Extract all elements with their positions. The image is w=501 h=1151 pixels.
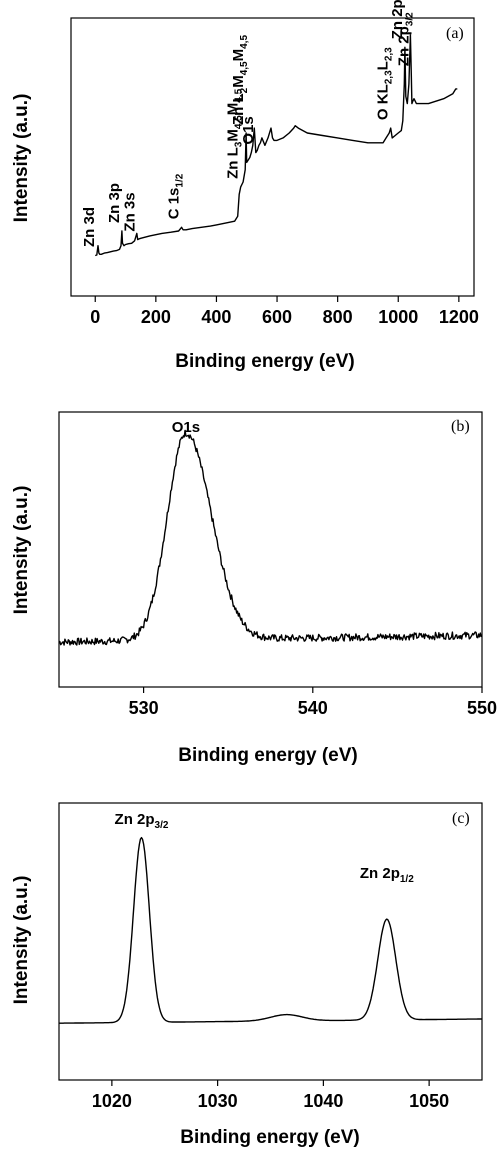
x-ticks-b: 530 540 550 xyxy=(129,687,497,718)
x-tick-label: 1030 xyxy=(198,1091,238,1111)
o1s-spectrum-line xyxy=(58,429,483,646)
peak-annotation: Zn 3d xyxy=(81,207,98,247)
peak-annotation: Zn 2p1/2 xyxy=(389,0,409,39)
x-tick-label: 550 xyxy=(467,698,497,718)
y-axis-label-b: Intensity (a.u.) xyxy=(11,486,32,615)
x-tick-label: 1040 xyxy=(303,1091,343,1111)
peak-annotation: Zn 2p3/2 xyxy=(395,12,415,66)
panel-a: (a) Intensity (a.u.) Binding energy (eV)… xyxy=(11,0,479,372)
x-axis-label-b: Binding energy (eV) xyxy=(178,745,357,766)
peak-annotation: Zn L2M4,5M4,5 xyxy=(230,35,250,125)
x-tick-label: 600 xyxy=(262,307,292,327)
x-axis-label-a: Binding energy (eV) xyxy=(175,351,354,372)
x-tick-label: 540 xyxy=(298,698,328,718)
x-tick-label: 530 xyxy=(129,698,159,718)
panel-c: (c) Intensity (a.u.) Binding energy (eV)… xyxy=(11,802,483,1148)
panel-label-b: (b) xyxy=(451,418,470,435)
peak-annotation: C 1s1/2 xyxy=(166,173,186,219)
peak-annotation: O KL2,3L2,3 xyxy=(375,47,395,120)
x-tick-label: 800 xyxy=(323,307,353,327)
x-tick-label: 400 xyxy=(201,307,231,327)
survey-spectrum-line xyxy=(94,34,458,257)
peak-annotations-c: Zn 2p3/2 Zn 2p1/2 xyxy=(115,811,415,885)
peak-annotation: Zn 3s xyxy=(122,192,139,231)
x-ticks-a: 0 200 400 600 800 1000 1200 xyxy=(90,296,479,327)
plot-frame-a xyxy=(70,17,475,297)
panel-b: (b) Intensity (a.u.) Binding energy (eV)… xyxy=(11,411,497,766)
peak-label-o1s: O1s xyxy=(172,419,200,436)
panel-label-a: (a) xyxy=(446,25,464,42)
x-tick-label: 0 xyxy=(90,307,100,327)
x-ticks-c: 1020 1030 1040 1050 xyxy=(92,1080,449,1111)
plot-frame-b xyxy=(58,411,483,688)
x-tick-label: 1000 xyxy=(378,307,418,327)
peak-annotation: Zn 3p xyxy=(106,183,123,223)
x-axis-label-c: Binding energy (eV) xyxy=(180,1127,359,1148)
y-axis-label-a: Intensity (a.u.) xyxy=(11,94,32,223)
peak-annotation: Zn L3M4,5M4,5 xyxy=(225,88,245,178)
panel-label-c: (c) xyxy=(452,810,470,827)
x-tick-label: 1200 xyxy=(439,307,479,327)
peak-annotation: O1s xyxy=(240,116,257,144)
y-axis-label-c: Intensity (a.u.) xyxy=(11,876,32,1005)
plot-frame-c xyxy=(58,802,483,1081)
x-tick-label: 1020 xyxy=(92,1091,132,1111)
peak-label: Zn 2p3/2 xyxy=(115,811,169,831)
peak-label: Zn 2p1/2 xyxy=(360,865,414,885)
zn2p-spectrum-line xyxy=(59,836,482,1024)
x-tick-label: 1050 xyxy=(409,1091,449,1111)
x-tick-label: 200 xyxy=(141,307,171,327)
